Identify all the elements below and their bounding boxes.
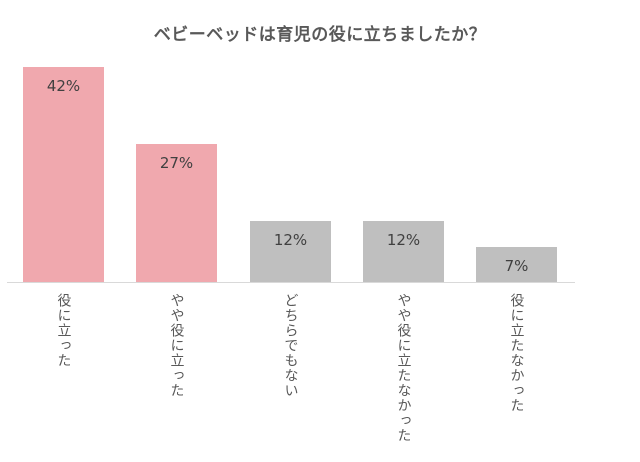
x-tick-label: 役に立たなかった [508,293,525,413]
bar-dochirademonai: 12% [250,221,331,283]
x-tick-label: やや役に立たなかった [395,293,412,443]
data-label: 27% [159,154,194,172]
bar-yakunitatta: 42% [23,67,104,283]
data-label: 7% [504,257,529,275]
chart-title: ベビーベッドは育児の役に立ちましたか？ [153,25,487,45]
x-tick-label: どちらでもない [282,293,299,398]
data-label: 12% [386,231,421,249]
x-tick-label: やや役に立った [168,293,185,398]
x-axis-line [7,282,575,283]
bar-yaya-yakunitatta: 27% [136,144,217,283]
data-label: 42% [46,77,81,95]
data-label: 12% [273,231,308,249]
bar-yakunitatanakatta: 7% [476,247,557,283]
bar-yaya-yakunitatanakatta: 12% [363,221,444,283]
x-tick-label: 役に立った [55,293,72,368]
